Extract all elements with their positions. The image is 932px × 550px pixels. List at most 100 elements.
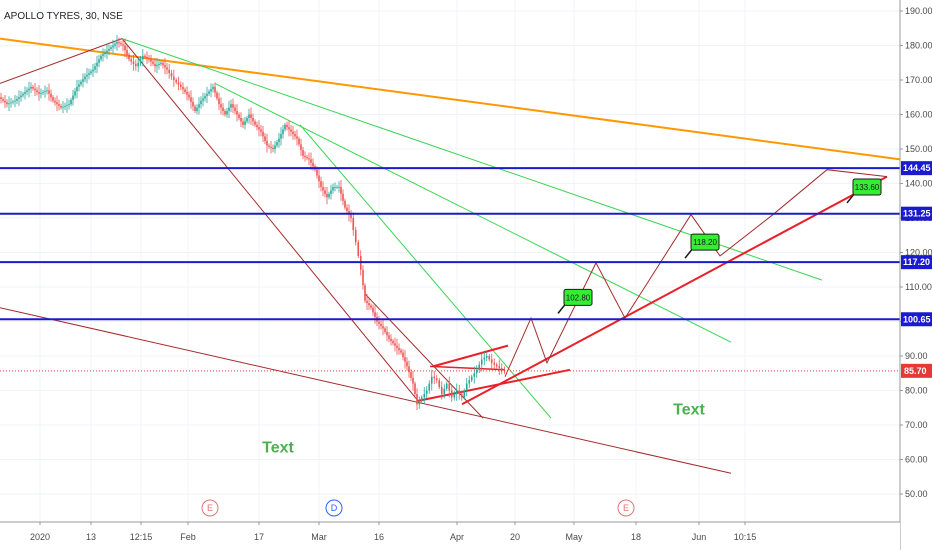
time-tick-label: Jun [692,532,707,542]
candle-body [423,393,426,398]
price-axis[interactable]: 190.00180.00170.00160.00150.00140.00130.… [899,0,932,550]
target-label[interactable]: 133.60 [846,178,882,204]
target-value: 102.80 [566,293,591,302]
candle-body [236,111,238,115]
price-tick-label: 90.00 [905,351,928,361]
chart-title: APOLLO TYRES, 30, NSE [4,11,123,22]
candle-body [26,90,28,93]
candle-body [390,338,392,342]
text-annotation[interactable]: Text [673,402,705,419]
candle-body [350,214,352,218]
trendline-dark-red[interactable] [0,38,123,84]
candle-body [463,390,466,398]
candle-body [68,104,70,106]
candle-body [435,378,438,381]
candle-body [62,106,64,108]
target-label[interactable]: 102.80 [557,288,593,314]
trendline-bright-red[interactable] [432,344,509,368]
candle-body [12,101,14,103]
candle-body [168,69,170,74]
trendlines[interactable] [0,37,901,474]
candle-body [139,59,142,63]
candle-body [204,96,206,99]
trendline-bright-red_thin[interactable] [429,365,506,371]
trendline-dark-red[interactable] [121,38,419,402]
time-tick-label: 10:15 [734,532,757,542]
candle-body [90,71,92,74]
candle-body [378,321,380,324]
candle-body [300,144,302,151]
candle-body [352,218,355,231]
candle-body [82,79,84,82]
candle-body [208,91,210,94]
time-axis[interactable]: 2020 13 12:15 Feb 17 Mar 16 Apr 20 May 18 Jun 10:15 [0,521,900,550]
trendline-bright-red[interactable] [461,175,888,406]
earnings-marker[interactable]: E [201,499,219,517]
current-price-value: 85.70 [904,366,927,376]
projection-path[interactable] [504,169,888,377]
dividend-marker[interactable]: D [325,499,343,517]
candle-body [48,90,50,94]
time-tick-label: 13 [86,532,96,542]
candle-body [388,335,390,339]
candle-body [34,88,36,91]
price-tick-label: 180.00 [905,41,932,51]
candle-body [70,99,72,105]
candle-body [473,373,476,377]
trendline-dark-red[interactable] [0,307,732,474]
price-level-value: 117.20 [903,257,930,267]
trendline-bright-red[interactable] [417,368,571,402]
candle-body [334,186,336,188]
candle-body [240,117,242,122]
trendline-dark-red[interactable] [364,293,484,419]
candle-body [232,104,234,108]
candle-body [52,97,54,101]
trendline-green[interactable] [299,124,552,419]
candle-body [102,54,104,56]
candle-body [364,285,366,301]
candle-body [222,107,224,112]
event-marker-circle [617,499,635,517]
target-label[interactable]: 118.20 [684,233,720,259]
candle-body [124,45,126,51]
candle-body [483,357,486,360]
candle-body [296,136,298,139]
candle-body [202,98,204,101]
candle-body [42,92,44,93]
price-tick-label: 60.00 [905,455,928,465]
candle-body [128,54,130,60]
candle-body [177,82,180,85]
candle-body [284,124,286,130]
candle-body [58,104,60,106]
price-tick-label: 50.00 [905,489,928,499]
candle-body [328,193,330,198]
event-marker-label: E [207,503,213,513]
candle-body [493,362,496,365]
trendline-orange[interactable] [0,37,901,161]
candle-body [190,97,192,102]
current-price-badge [901,363,932,378]
price-tick-label: 120.00 [905,248,932,258]
time-tick-label: 16 [374,532,384,542]
candle-body [430,376,433,384]
price-level-value: 100.65 [903,314,931,324]
candle-body [188,94,190,98]
candle-body [170,73,173,77]
candle-body [78,84,80,87]
candle-body [274,145,276,149]
candle-body [254,121,256,125]
earnings-marker[interactable]: E [617,499,635,517]
candle-body [100,55,102,60]
candle-body [398,347,400,351]
target-box [852,178,882,196]
text-annotation[interactable]: Text [262,440,294,457]
candle-body [88,73,90,75]
candle-body [226,111,228,115]
price-levels[interactable] [0,167,900,372]
time-tick-label: 2020 [30,532,50,542]
candle-body [166,67,168,70]
candle-body [372,307,374,313]
candle-body [32,86,34,89]
event-marker-circle [201,499,219,517]
